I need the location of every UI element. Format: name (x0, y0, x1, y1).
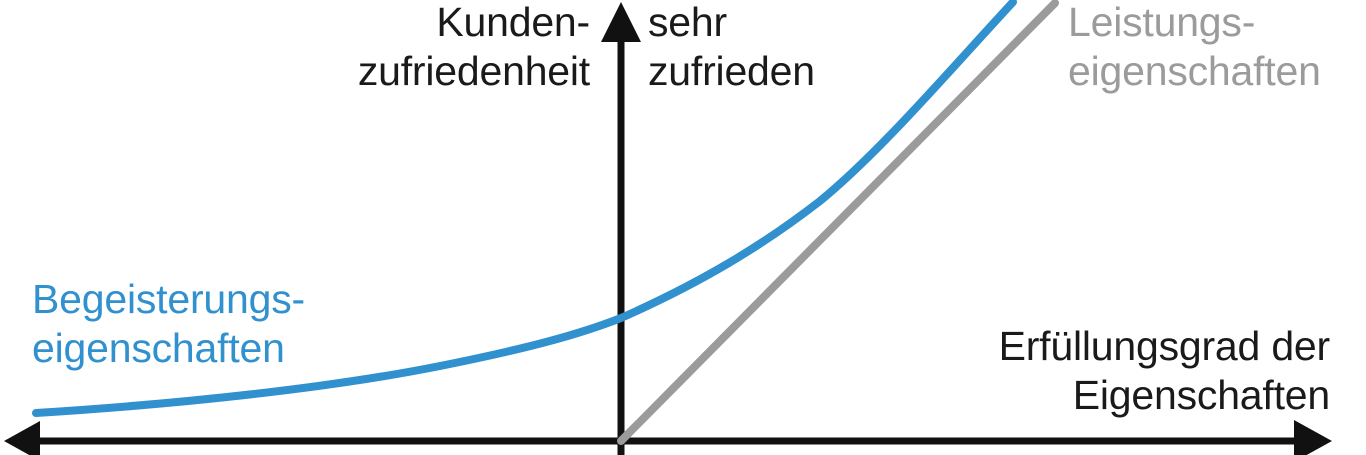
y-axis-up-arrow-icon (601, 2, 641, 42)
y-axis-top-value-label: sehr zufrieden (648, 0, 815, 94)
excitement-curve (32, 0, 1017, 417)
x-axis-left-arrow-icon (4, 421, 40, 455)
performance-line (617, 0, 1059, 445)
x-axis-title: Erfüllungsgrad der Eigenschaften (998, 323, 1331, 418)
performance-line-label: Leistungs- eigenschaften (1068, 0, 1321, 94)
excitement-curve-label: Begeisterungs- eigenschaften (32, 276, 305, 371)
x-axis-right-arrow-icon (1294, 420, 1332, 455)
y-axis-title: Kunden- zufriedenheit (357, 0, 590, 94)
